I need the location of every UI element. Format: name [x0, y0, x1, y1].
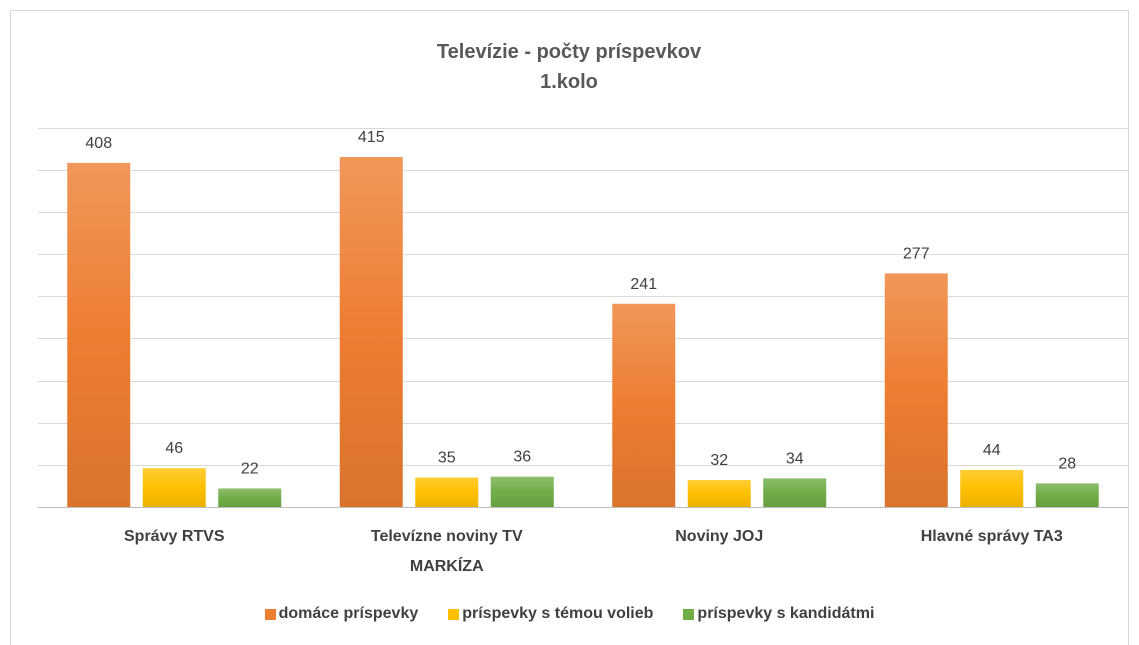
data-label: 22 — [241, 460, 259, 477]
bar — [763, 478, 827, 507]
bar — [490, 476, 554, 507]
chart-title: Televízie - počty príspevkov — [437, 41, 702, 63]
data-label: 415 — [358, 129, 385, 146]
legend-label: domáce príspevky — [278, 605, 419, 622]
legend-swatch — [448, 608, 460, 620]
bar — [339, 157, 403, 507]
x-tick-label: Noviny JOJ — [675, 528, 764, 545]
legend-label: príspevky s témou volieb — [462, 605, 654, 622]
legend-item: príspevky s kandidátmi — [683, 605, 874, 623]
legend-swatch — [683, 608, 695, 620]
legend-label: príspevky s kandidátmi — [697, 605, 875, 622]
data-label: 36 — [513, 449, 531, 466]
data-label: 28 — [1058, 455, 1076, 472]
data-label: 241 — [630, 276, 657, 293]
data-label: 277 — [903, 245, 930, 262]
bar — [142, 468, 206, 507]
data-label: 44 — [983, 442, 1001, 459]
bar — [687, 480, 751, 507]
legend-item: príspevky s témou volieb — [448, 605, 653, 623]
legend-item: domáce príspevky — [264, 605, 419, 623]
data-label: 46 — [165, 440, 183, 457]
bar — [884, 273, 948, 507]
x-tick-label: Správy RTVS — [124, 528, 225, 545]
bar — [67, 162, 131, 508]
bar — [218, 488, 282, 507]
legend: domáce príspevky príspevky s témou volieb… — [0, 605, 1139, 623]
data-label: 408 — [85, 135, 112, 152]
bar — [960, 469, 1024, 507]
bar — [1035, 483, 1099, 507]
chart-subtitle: 1.kolo — [540, 71, 598, 93]
chart-frame — [10, 10, 1129, 645]
data-label: 32 — [710, 452, 728, 469]
data-label: 34 — [786, 450, 804, 467]
bar — [415, 477, 479, 507]
data-label: 35 — [438, 449, 456, 466]
bar — [612, 303, 676, 507]
x-tick-label: Televízne noviny TV MARKÍZA — [370, 528, 523, 575]
legend-swatch — [264, 608, 276, 620]
x-tick-label: Hlavné správy TA3 — [920, 528, 1063, 545]
